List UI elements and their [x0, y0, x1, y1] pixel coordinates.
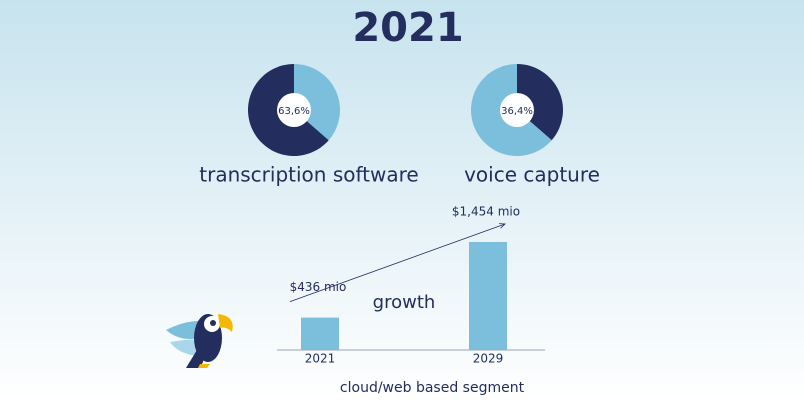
pie-slice: [517, 64, 563, 141]
bar: [469, 242, 507, 350]
page-title: 2021: [352, 5, 463, 51]
bar: [301, 317, 339, 350]
donut-hole: [277, 93, 311, 127]
pie-title: voice capture: [464, 163, 600, 187]
growth-arrow: [289, 224, 505, 302]
donut-hole: [500, 93, 534, 127]
value-label: 63,6%: [278, 106, 310, 117]
parrot-logo: [166, 314, 233, 368]
pie-slice: [294, 64, 340, 141]
x-tick-label: 2029: [473, 352, 504, 366]
value-label: 36,4%: [501, 106, 533, 117]
value-label: $1,454 mio: [452, 205, 520, 219]
pie-title: transcription software: [199, 163, 418, 187]
x-tick-label: 2021: [305, 352, 336, 366]
x-axis-label: cloud/web based segment: [340, 380, 525, 396]
value-label: $436 mio: [290, 280, 347, 294]
annotation: growth: [373, 292, 436, 313]
